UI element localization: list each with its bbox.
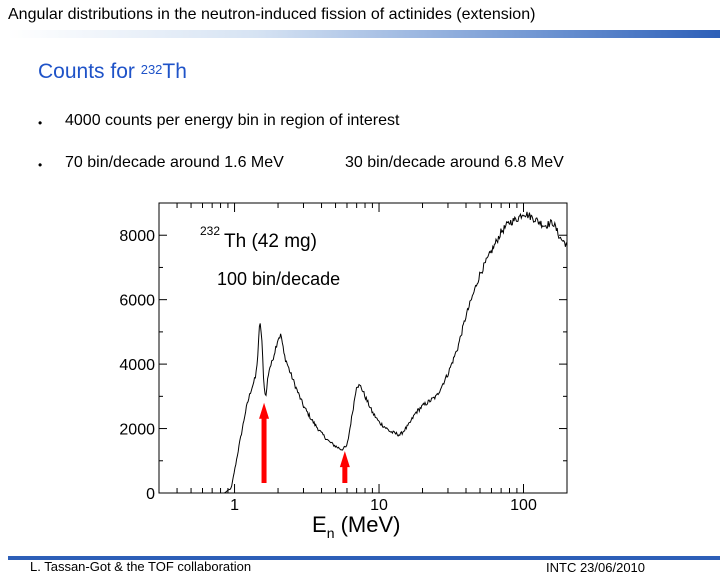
y-tick-label: 8000 — [119, 228, 155, 245]
annotation-sample: Th (42 mg) — [224, 231, 317, 252]
x-axis: 1 10 100 — [158, 203, 537, 514]
y-tick-label: 2000 — [119, 422, 155, 439]
footer-date: INTC 23/06/2010 — [546, 560, 646, 575]
x-axis-label-sub: n — [327, 525, 335, 541]
bullet-binning-high: 30 bin/decade around 6.8 MeV — [345, 154, 564, 171]
arrow-shaft — [342, 463, 348, 483]
annotation-mass-number: 232 — [200, 224, 220, 238]
x-axis-label: En (MeV) — [312, 512, 400, 541]
y-axis: 0 2000 4000 6000 8000 — [119, 228, 567, 503]
footer-author: L. Tassan-Got & the TOF collaboration — [30, 559, 252, 574]
arrow-group — [259, 402, 350, 483]
plot-frame — [158, 202, 568, 494]
annotation-binning: 100 bin/decade — [217, 269, 340, 289]
arrow-shaft — [261, 414, 267, 483]
bullet-binning-low: 70 bin/decade around 1.6 MeV — [65, 154, 284, 171]
y-tick-label: 0 — [146, 486, 155, 503]
x-tick-label: 10 — [370, 497, 388, 514]
footer-bar — [8, 556, 720, 560]
x-tick-label: 1 — [230, 497, 239, 514]
title-underline-bar — [8, 30, 720, 38]
counts-series-line — [159, 211, 568, 494]
x-axis-label-e: E — [312, 512, 327, 537]
bullet-counts: 4000 counts per energy bin in region of … — [65, 112, 400, 129]
section-heading: Counts for 232Th — [38, 60, 187, 84]
bullet-marker: • — [38, 158, 43, 172]
x-tick-label: 100 — [510, 497, 537, 514]
heading-isotope: Th — [162, 60, 187, 83]
heading-mass-number: 232 — [140, 62, 163, 77]
bullet-marker: • — [38, 116, 43, 130]
y-tick-label: 6000 — [119, 293, 155, 310]
arrow-head — [259, 402, 270, 419]
x-axis-label-unit: (MeV) — [334, 512, 400, 537]
arrow-head — [339, 451, 350, 468]
y-tick-label: 4000 — [119, 357, 155, 374]
heading-prefix: Counts for — [38, 60, 141, 83]
slide-title: Angular distributions in the neutron-ind… — [8, 6, 536, 23]
